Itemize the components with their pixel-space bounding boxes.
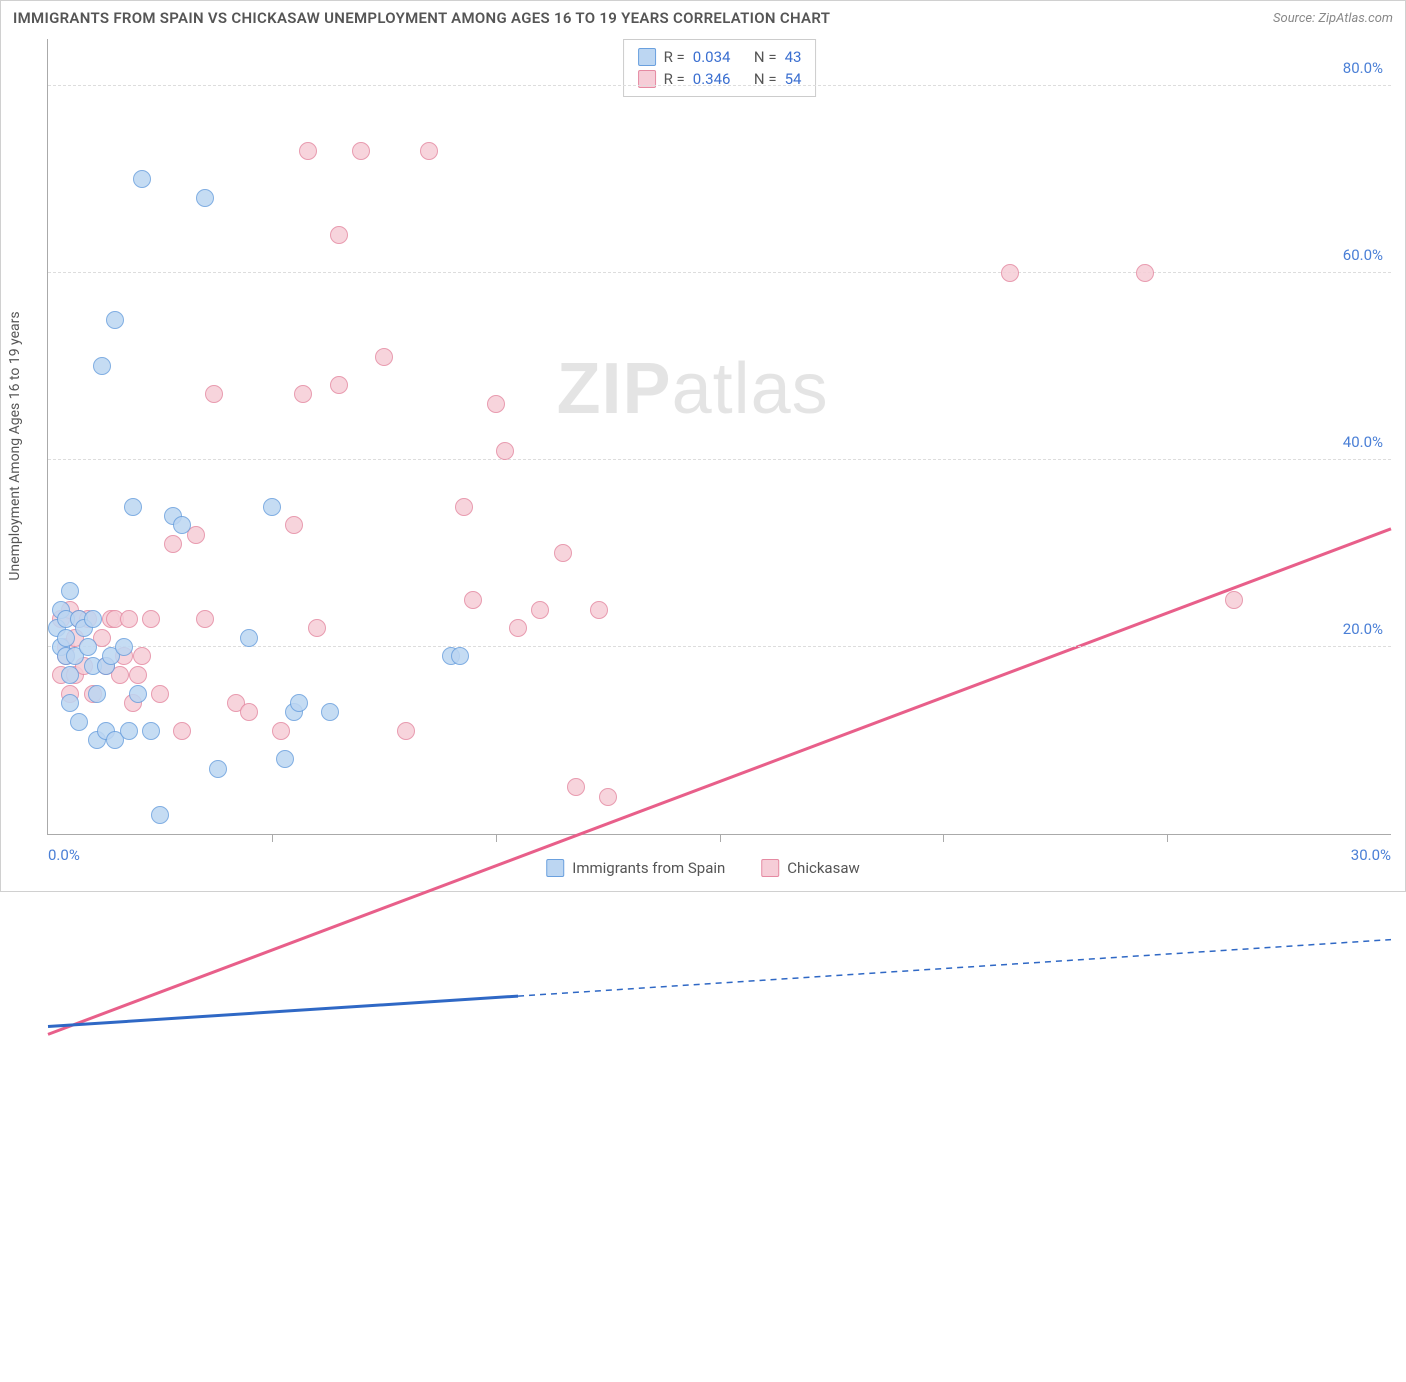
scatter-point-chickasaw <box>129 666 147 684</box>
bottom-legend: Immigrants from Spain Chickasaw <box>546 859 860 877</box>
scatter-point-chickasaw <box>420 142 438 160</box>
scatter-point-chickasaw <box>1225 591 1243 609</box>
scatter-point-chickasaw <box>509 619 527 637</box>
scatter-point-chickasaw <box>120 610 138 628</box>
scatter-point-chickasaw <box>272 722 290 740</box>
scatter-point-spain <box>106 311 124 329</box>
scatter-point-chickasaw <box>464 591 482 609</box>
scatter-point-chickasaw <box>133 647 151 665</box>
scatter-point-chickasaw <box>397 722 415 740</box>
title-bar: IMMIGRANTS FROM SPAIN VS CHICKASAW UNEMP… <box>13 9 1393 27</box>
scatter-point-spain <box>142 722 160 740</box>
chart-title: IMMIGRANTS FROM SPAIN VS CHICKASAW UNEMP… <box>13 9 830 27</box>
plot-area: ZIPatlas R = 0.034 N = 43 R = 0.346 <box>47 39 1391 835</box>
grid-line <box>48 272 1391 273</box>
scatter-point-spain <box>151 806 169 824</box>
scatter-point-spain <box>88 685 106 703</box>
legend-swatch-chickasaw <box>761 859 779 877</box>
scatter-point-spain <box>196 189 214 207</box>
plot-wrap: ZIPatlas R = 0.034 N = 43 R = 0.346 <box>47 39 1391 835</box>
scatter-point-chickasaw <box>294 385 312 403</box>
scatter-point-spain <box>321 703 339 721</box>
scatter-point-chickasaw <box>567 778 585 796</box>
scatter-point-spain <box>93 357 111 375</box>
scatter-point-chickasaw <box>285 516 303 534</box>
y-tick-label: 60.0% <box>1343 246 1383 264</box>
chart-container: IMMIGRANTS FROM SPAIN VS CHICKASAW UNEMP… <box>0 0 1406 892</box>
y-tick-label: 40.0% <box>1343 433 1383 451</box>
scatter-point-spain <box>120 722 138 740</box>
scatter-point-spain <box>290 694 308 712</box>
scatter-point-spain <box>79 638 97 656</box>
scatter-point-chickasaw <box>487 395 505 413</box>
x-tick <box>272 834 273 842</box>
scatter-point-spain <box>133 170 151 188</box>
scatter-point-chickasaw <box>455 498 473 516</box>
x-tick <box>720 834 721 842</box>
r-value-spain: 0.034 <box>693 48 731 66</box>
scatter-point-spain <box>115 638 133 656</box>
scatter-point-spain <box>173 516 191 534</box>
scatter-point-spain <box>263 498 281 516</box>
scatter-point-spain <box>61 582 79 600</box>
grid-line <box>48 459 1391 460</box>
scatter-point-chickasaw <box>496 442 514 460</box>
r-label-spain: R = <box>664 48 685 66</box>
x-tick-max: 30.0% <box>1351 846 1391 864</box>
legend-swatch-spain <box>546 859 564 877</box>
scatter-point-chickasaw <box>164 535 182 553</box>
scatter-point-spain <box>124 498 142 516</box>
y-axis-label: Unemployment Among Ages 16 to 19 years <box>7 311 23 580</box>
scatter-point-chickasaw <box>531 601 549 619</box>
scatter-point-spain <box>57 629 75 647</box>
scatter-point-spain <box>61 666 79 684</box>
scatter-point-chickasaw <box>142 610 160 628</box>
source-attribution: Source: ZipAtlas.com <box>1273 11 1393 26</box>
stats-row-chickasaw: R = 0.346 N = 54 <box>638 68 802 90</box>
scatter-point-spain <box>61 694 79 712</box>
scatter-point-chickasaw <box>375 348 393 366</box>
swatch-spain <box>638 48 656 66</box>
scatter-point-chickasaw <box>205 385 223 403</box>
scatter-point-chickasaw <box>151 685 169 703</box>
scatter-point-spain <box>70 713 88 731</box>
scatter-point-spain <box>129 685 147 703</box>
scatter-point-chickasaw <box>240 703 258 721</box>
x-tick <box>496 834 497 842</box>
scatter-point-chickasaw <box>352 142 370 160</box>
scatter-point-spain <box>240 629 258 647</box>
scatter-point-chickasaw <box>330 376 348 394</box>
scatter-point-chickasaw <box>330 226 348 244</box>
scatter-point-chickasaw <box>1001 264 1019 282</box>
scatter-point-chickasaw <box>599 788 617 806</box>
legend-label-chickasaw: Chickasaw <box>787 859 859 877</box>
grid-line <box>48 85 1391 86</box>
y-tick-label: 20.0% <box>1343 620 1383 638</box>
scatter-point-spain <box>276 750 294 768</box>
scatter-point-chickasaw <box>1136 264 1154 282</box>
legend-label-spain: Immigrants from Spain <box>572 859 725 877</box>
legend-item-chickasaw: Chickasaw <box>761 859 859 877</box>
correlation-stats-box: R = 0.034 N = 43 R = 0.346 N = 54 <box>623 39 817 97</box>
x-tick <box>943 834 944 842</box>
scatter-point-chickasaw <box>299 142 317 160</box>
stats-row-spain: R = 0.034 N = 43 <box>638 46 802 68</box>
n-label-spain: N = <box>754 48 777 66</box>
x-tick-min: 0.0% <box>48 846 80 864</box>
x-tick <box>1167 834 1168 842</box>
scatter-point-spain <box>84 610 102 628</box>
scatter-point-spain <box>209 760 227 778</box>
scatter-point-chickasaw <box>173 722 191 740</box>
scatter-point-chickasaw <box>590 601 608 619</box>
scatter-point-chickasaw <box>308 619 326 637</box>
y-tick-label: 80.0% <box>1343 59 1383 77</box>
n-value-spain: 43 <box>785 48 802 66</box>
scatter-point-chickasaw <box>196 610 214 628</box>
legend-item-spain: Immigrants from Spain <box>546 859 725 877</box>
scatter-point-chickasaw <box>554 544 572 562</box>
scatter-point-spain <box>451 647 469 665</box>
